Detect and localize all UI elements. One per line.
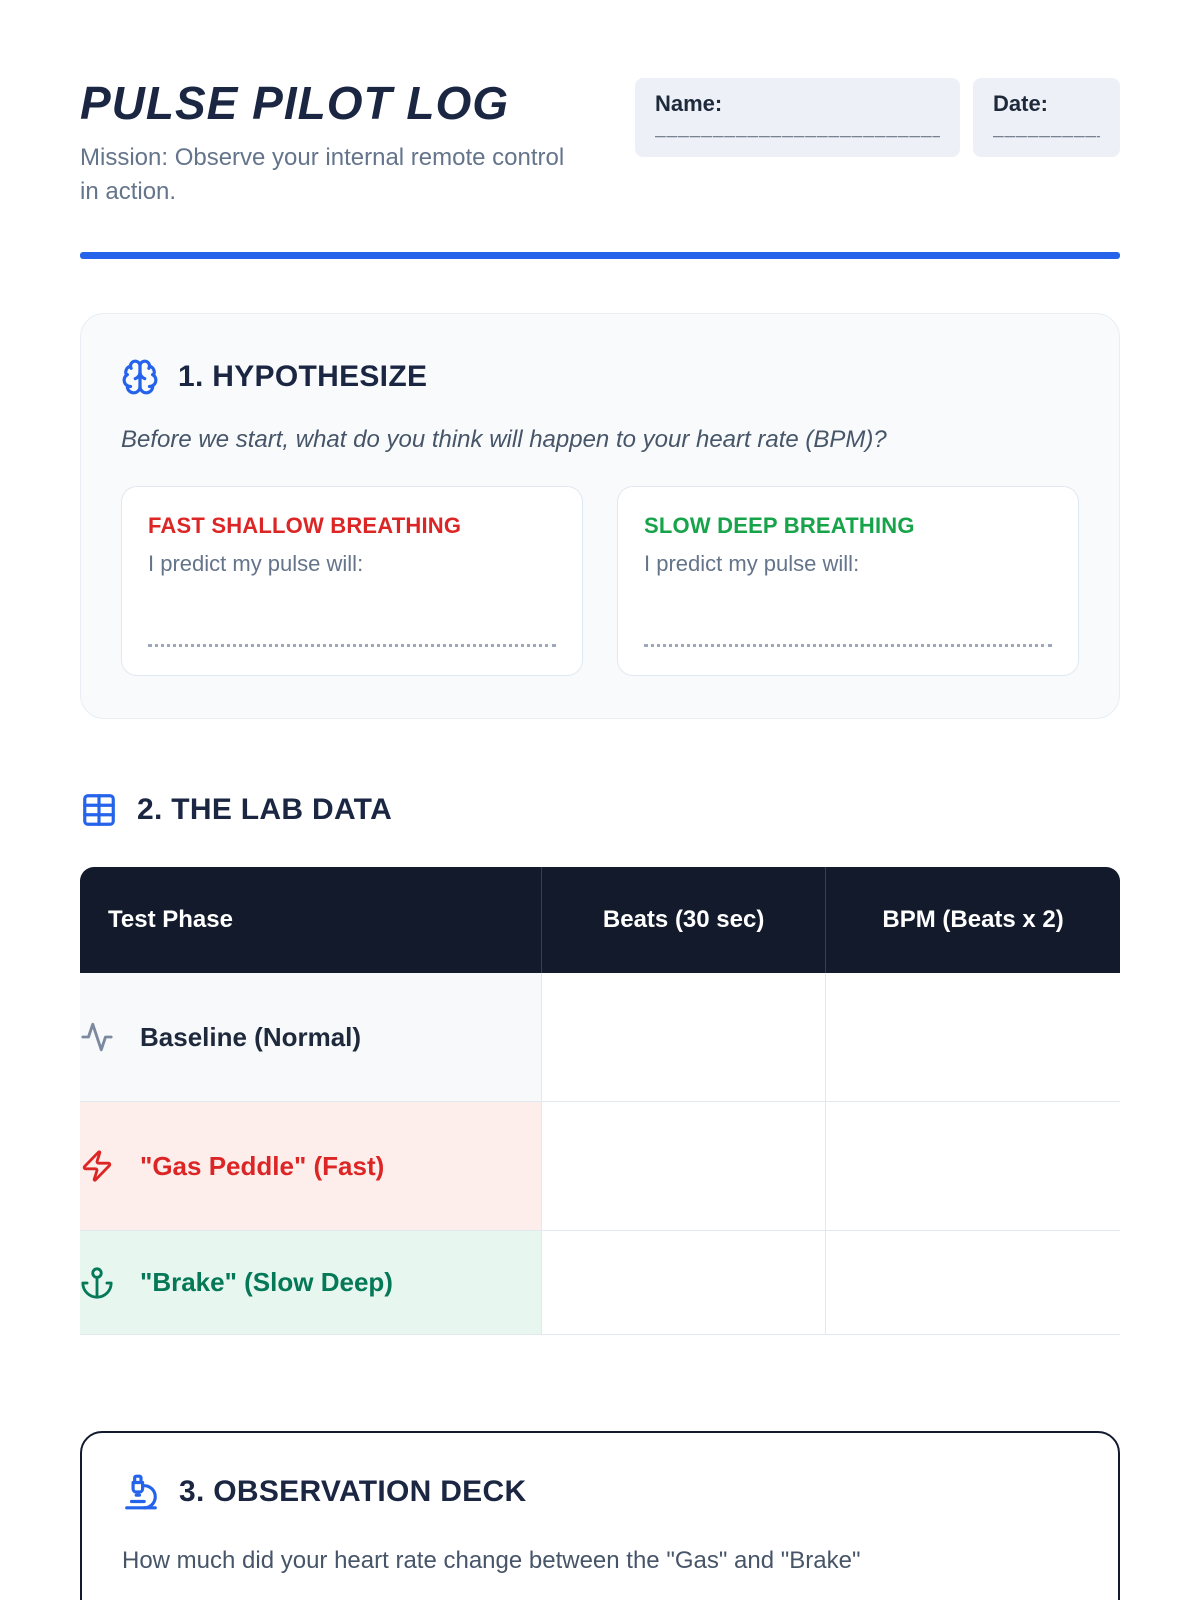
table-row-baseline: Baseline (Normal): [80, 973, 1120, 1103]
prediction-card-fast-write-line[interactable]: [148, 644, 556, 648]
bpm-cell-baseline[interactable]: [825, 973, 1120, 1103]
table-header-row: Test Phase Beats (30 sec) BPM (Beats x 2…: [80, 867, 1120, 974]
phase-label-gas: "Gas Peddle" (Fast): [140, 1150, 385, 1181]
name-label: Name:: [655, 91, 723, 116]
table-row-brake: "Brake" (Slow Deep): [80, 1231, 1120, 1336]
date-write-line: __________: [993, 119, 1100, 140]
date-label: Date:: [993, 91, 1049, 116]
zap-icon: [80, 1149, 114, 1183]
beats-cell-baseline[interactable]: [541, 973, 826, 1103]
observation-section: 3. OBSERVATION DECK How much did your he…: [80, 1431, 1120, 1600]
anchor-icon: [80, 1266, 114, 1300]
prediction-card-fast: FAST SHALLOW BREATHING I predict my puls…: [121, 486, 583, 677]
name-write-line: ___________________________: [655, 119, 940, 140]
prediction-cards: FAST SHALLOW BREATHING I predict my puls…: [121, 486, 1079, 677]
header-divider: [80, 252, 1120, 260]
header: PULSE PILOT LOG Mission: Observe your in…: [80, 78, 1120, 210]
table-row-gas: "Gas Peddle" (Fast): [80, 1102, 1120, 1232]
prediction-card-slow-write-line[interactable]: [644, 644, 1052, 648]
hypothesize-heading: 1. HYPOTHESIZE: [178, 360, 428, 394]
phase-cell-baseline: Baseline (Normal): [80, 973, 542, 1103]
column-header-test-phase: Test Phase: [80, 867, 542, 974]
header-left: PULSE PILOT LOG Mission: Observe your in…: [80, 78, 580, 210]
bpm-cell-brake[interactable]: [825, 1231, 1120, 1336]
beats-cell-brake[interactable]: [541, 1231, 826, 1336]
column-header-beats: Beats (30 sec): [541, 867, 826, 974]
phase-cell-gas: "Gas Peddle" (Fast): [80, 1102, 542, 1232]
observation-heading: 3. OBSERVATION DECK: [179, 1475, 527, 1509]
microscope-icon: [122, 1473, 160, 1511]
lab-data-table: Test Phase Beats (30 sec) BPM (Beats x 2…: [80, 867, 1120, 1336]
brain-icon: [121, 358, 159, 396]
prediction-card-slow-prompt: I predict my pulse will:: [644, 551, 860, 577]
prediction-card-slow-title: SLOW DEEP BREATHING: [644, 513, 915, 539]
worksheet-page: PULSE PILOT LOG Mission: Observe your in…: [80, 0, 1120, 1600]
phase-label-baseline: Baseline (Normal): [140, 1021, 362, 1052]
header-fields: Name: ___________________________ Date: …: [635, 78, 1120, 157]
phase-label-brake: "Brake" (Slow Deep): [140, 1267, 393, 1298]
phase-cell-brake: "Brake" (Slow Deep): [80, 1231, 542, 1336]
observation-heading-row: 3. OBSERVATION DECK: [122, 1473, 1078, 1511]
name-field[interactable]: Name: ___________________________: [635, 78, 960, 157]
beats-cell-gas[interactable]: [541, 1102, 826, 1232]
table-icon: [80, 791, 118, 829]
observation-question: How much did your heart rate change betw…: [122, 1547, 861, 1575]
date-field[interactable]: Date: __________: [973, 78, 1120, 157]
bpm-cell-gas[interactable]: [825, 1102, 1120, 1232]
mission-subtitle: Mission: Observe your internal remote co…: [80, 143, 565, 206]
page-title: PULSE PILOT LOG: [80, 77, 510, 129]
activity-icon: [80, 1020, 114, 1054]
lab-data-heading-row: 2. THE LAB DATA: [80, 791, 1120, 829]
prediction-card-fast-title: FAST SHALLOW BREATHING: [148, 513, 462, 539]
prediction-card-fast-prompt: I predict my pulse will:: [148, 551, 364, 577]
lab-data-heading: 2. THE LAB DATA: [137, 793, 393, 827]
prediction-card-slow: SLOW DEEP BREATHING I predict my pulse w…: [617, 486, 1079, 677]
hypothesize-section: 1. HYPOTHESIZE Before we start, what do …: [80, 313, 1120, 720]
column-header-bpm: BPM (Beats x 2): [825, 867, 1120, 974]
hypothesize-question: Before we start, what do you think will …: [121, 426, 887, 454]
hypothesize-heading-row: 1. HYPOTHESIZE: [121, 358, 1079, 396]
